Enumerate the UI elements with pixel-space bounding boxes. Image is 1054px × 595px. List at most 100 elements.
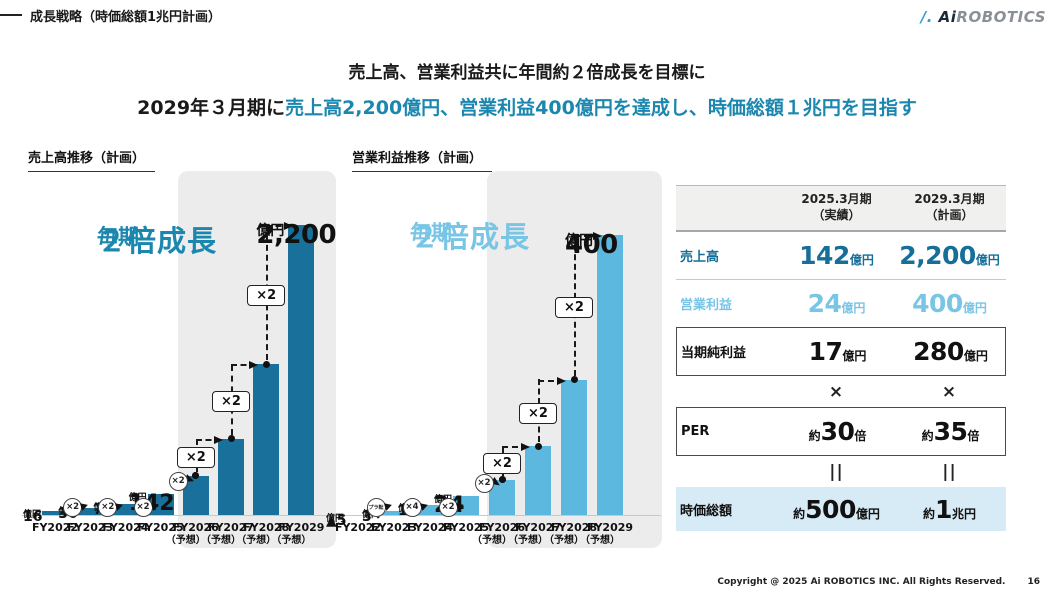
equals-icon: ||	[829, 461, 844, 482]
arrowhead-icon	[284, 222, 294, 230]
x-label-note: （予想）	[165, 534, 206, 546]
op-profit-2029: 400億円	[912, 289, 987, 318]
arrowhead-icon	[249, 361, 259, 370]
per-2029: 約35倍	[921, 417, 980, 446]
arrowhead-icon	[521, 443, 530, 452]
footer: Copyright @ 2025 Ai ROBOTICS INC. All Ri…	[717, 577, 1040, 587]
logo-text-robotics: ROBOTICS	[956, 8, 1046, 26]
arrowhead-icon	[213, 435, 223, 444]
dashed-connector	[502, 443, 530, 452]
bar-FY2023	[77, 508, 104, 515]
bar-top-dot	[570, 376, 578, 384]
value-unit: 億円	[326, 514, 345, 524]
x-label-FY2027: FY2027 （予想）	[201, 521, 255, 546]
op-profit-2025: 24億円	[807, 289, 866, 318]
x2-box: ×2	[247, 284, 286, 306]
top-value-unit: 億円	[256, 223, 285, 239]
x2-circle: ×2	[474, 473, 494, 493]
x-label-FY2025: FY2025	[442, 521, 490, 534]
x-label-FY2029: FY2029 （予想）	[580, 521, 634, 546]
x2-box: ×2	[483, 452, 521, 474]
axis-line	[22, 515, 336, 516]
bar-FY2028	[253, 364, 280, 515]
table-header-2025: 2025.3月期 （実績）	[801, 192, 872, 222]
header-accent-line	[0, 14, 22, 16]
revenue-2025: 142億円	[799, 241, 874, 270]
operating-profit-chart: 営業利益推移（計画） FY2022 FY2023 FY2024 FY2025 FY2026…	[326, 145, 665, 557]
table-row-market-cap: 時価総額 約500億円 約1兆円	[676, 487, 1006, 531]
x-label-note: （予想）	[580, 534, 620, 546]
bar-FY2023	[381, 510, 407, 515]
x2-box: ×2	[212, 391, 250, 413]
arrowhead-icon	[557, 376, 566, 385]
top-value-number: 400	[565, 230, 618, 260]
main-title: 売上高、営業利益共に年間約２倍成長を目標に 2029年３月期に売上高2,200億…	[0, 58, 1054, 120]
x-label-FY2022: FY2022	[334, 521, 382, 534]
bar-FY2027	[525, 446, 551, 515]
arrowhead-icon	[593, 232, 602, 240]
per-2025: 約30倍	[808, 417, 867, 446]
revenue-chart: 売上高推移（計画） FY2022 FY2023 FY2024 FY2025 FY2026 （…	[20, 145, 340, 557]
x-label-FY2023: FY2023	[370, 521, 418, 534]
dashed-connector	[231, 361, 259, 370]
x-label-FY2028: FY2028 （予想）	[544, 521, 598, 546]
dashed-connector	[195, 435, 223, 444]
bar-FY2022	[42, 510, 68, 515]
x2-circle: ×2	[133, 497, 153, 517]
equals-icon: ||	[942, 461, 957, 482]
bar-FY2027	[218, 438, 244, 515]
bar-FY2025	[453, 496, 479, 515]
table-row-revenue: 売上高 142億円 2,200億円	[676, 232, 1006, 280]
multiply-icon: ×	[828, 381, 845, 402]
dashed-connector	[538, 376, 566, 385]
table-row-net-income: 当期純利益 17億円 280億円	[676, 327, 1006, 376]
x-label-FY2027: FY2027 （予想）	[508, 521, 562, 546]
growth-label-line1: 毎期	[410, 221, 452, 245]
top-value-unit: 億円	[565, 233, 593, 249]
bar-top-dot	[498, 476, 506, 484]
logo-slash-icon: /.	[920, 8, 933, 26]
bar-FY2024	[112, 503, 139, 515]
dashed-connector	[574, 232, 602, 240]
main-title-line2-teal: 売上高2,200億円、営業利益400億円を達成し、時価総額１兆円を目指す	[285, 97, 917, 119]
bar-top-dot	[262, 360, 270, 368]
x2-circle: ×4	[402, 497, 422, 517]
x2-circle: ×2	[63, 497, 83, 517]
x2-circle: ×2	[168, 471, 188, 491]
x2-box: ×2	[176, 447, 215, 469]
bar-top-dot	[227, 435, 235, 443]
bar-top-dot	[192, 472, 200, 480]
x-label-note: （予想）	[201, 534, 241, 546]
x-label-note: （予想）	[472, 534, 512, 546]
x2-circle: プラ転	[366, 497, 386, 517]
metrics-table: 2025.3月期 （実績） 2029.3月期 （計画） 売上高 142億円 2,20…	[676, 185, 1006, 531]
equals-operator-row: || ||	[676, 456, 1006, 487]
revenue-2029: 2,200億円	[899, 241, 1000, 270]
table-row-operating-profit: 営業利益 24億円 400億円	[676, 280, 1006, 327]
bar-FY2025	[147, 494, 174, 515]
x-label-note: （予想）	[544, 534, 584, 546]
slide-header-title: 成長戦略（時価総額1兆円計画）	[30, 10, 222, 25]
x-label-note: （予想）	[508, 534, 548, 546]
growth-label-line2: ２倍成長	[410, 220, 531, 254]
growth-label-line2: ２倍成長	[97, 224, 218, 258]
market-cap-2029: 約1兆円	[923, 494, 976, 524]
bar-top-dot	[534, 442, 542, 450]
multiply-icon: ×	[941, 381, 958, 402]
dashed-connector	[266, 222, 294, 230]
growth-label-line1: 毎期	[97, 225, 139, 249]
x-label-note: （予想）	[271, 534, 312, 546]
x-label-FY2024: FY2024	[102, 521, 149, 534]
axis-line	[335, 515, 661, 516]
x2-circle: ×2	[438, 497, 458, 517]
top-value-number: 2,200	[256, 220, 337, 250]
chart-title: 売上高推移（計画）	[28, 147, 156, 172]
x-label-FY2024: FY2024	[406, 521, 454, 534]
chart-title: 営業利益推移（計画）	[352, 147, 493, 172]
x-label-FY2026: FY2026 （予想）	[472, 521, 526, 546]
net-income-2029: 280億円	[913, 337, 988, 366]
table-header-2029: 2029.3月期 （計画）	[914, 192, 985, 222]
x-label-FY2028: FY2028 （予想）	[236, 521, 290, 546]
x2-circle: ×2	[98, 497, 118, 517]
